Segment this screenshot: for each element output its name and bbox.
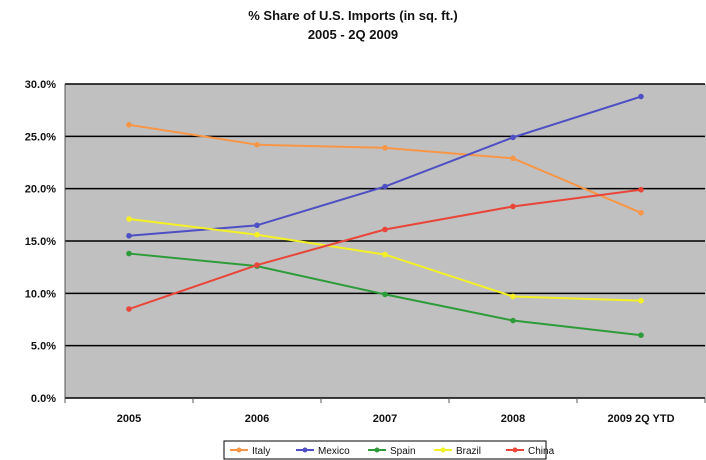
y-tick-label: 20.0% — [25, 184, 56, 196]
x-tick-label: 2009 2Q YTD — [607, 413, 674, 425]
data-point-mexico — [254, 222, 260, 229]
data-point-brazil — [382, 251, 388, 258]
data-point-china — [382, 226, 388, 233]
legend-label-brazil: Brazil — [456, 446, 481, 457]
data-point-brazil — [638, 297, 644, 304]
y-tick-label: 15.0% — [25, 236, 56, 248]
y-tick-label: 5.0% — [31, 341, 56, 353]
data-point-italy — [382, 145, 388, 151]
legend-label-spain: Spain — [390, 446, 416, 457]
legend-label-china: China — [528, 446, 555, 457]
x-axis-ticks: 2005 2006 2007 2008 2009 2Q YTD — [64, 398, 706, 425]
data-point-spain — [638, 332, 644, 339]
data-point-italy — [126, 122, 132, 128]
data-point-italy — [254, 141, 260, 148]
y-tick-label: 30.0% — [25, 79, 56, 91]
data-point-china — [126, 306, 132, 312]
data-point-brazil — [126, 216, 132, 222]
x-tick-label: 2007 — [373, 413, 397, 425]
data-point-china — [254, 262, 260, 268]
data-point-spain — [382, 291, 388, 298]
x-tick-label: 2008 — [501, 413, 525, 425]
legend-marker-brazil — [440, 447, 446, 453]
chart-subtitle: 2005 - 2Q 2009 — [307, 27, 399, 42]
y-tick-label: 0.0% — [31, 393, 56, 405]
data-point-mexico — [638, 93, 644, 100]
series-lines — [126, 93, 644, 339]
legend-label-mexico: Mexico — [318, 446, 350, 457]
x-tick-label: 2005 — [117, 413, 141, 425]
data-point-italy — [510, 155, 516, 162]
data-point-mexico — [510, 134, 516, 141]
data-point-china — [638, 186, 644, 193]
legend-marker-china — [512, 447, 518, 453]
data-point-china — [510, 203, 516, 210]
y-tick-label: 10.0% — [25, 288, 56, 300]
y-tick-label: 25.0% — [25, 131, 56, 143]
data-point-brazil — [510, 293, 516, 300]
legend-marker-spain — [374, 447, 380, 453]
legend-marker-mexico — [302, 447, 308, 453]
legend-marker-italy — [236, 447, 242, 453]
data-point-italy — [638, 209, 644, 216]
data-point-brazil — [254, 231, 260, 238]
legend: Italy Mexico Spain Brazil China — [223, 440, 555, 460]
legend-label-italy: Italy — [252, 446, 270, 457]
x-tick-label: 2006 — [245, 413, 269, 425]
data-point-mexico — [126, 232, 132, 239]
data-point-spain — [510, 317, 516, 324]
y-axis-ticks: 0.0% 5.0% 10.0% 15.0% 20.0% 25.0% 30.0% — [25, 79, 56, 405]
data-point-spain — [126, 250, 132, 257]
chart-title: % Share of U.S. Imports (in sq. ft.) — [248, 8, 458, 23]
data-point-mexico — [382, 183, 388, 190]
